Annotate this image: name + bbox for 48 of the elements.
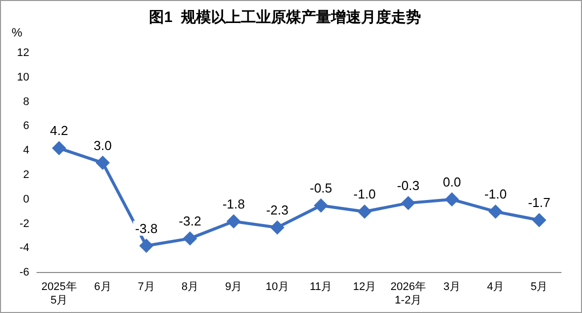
y-tick-label: 2 <box>23 169 30 182</box>
data-label: -1.7 <box>528 195 550 210</box>
x-tick-label: 10月 <box>266 281 289 294</box>
x-tick-label: 2026年 1-2月 <box>390 281 426 306</box>
x-tick-label: 7月 <box>138 281 155 294</box>
x-tick-label: 11月 <box>310 281 332 294</box>
chart-title: 图1 规模以上工业原煤产量增速月度走势 <box>149 8 421 26</box>
x-tick-label: 2025年 5月 <box>41 281 77 306</box>
point <box>140 239 153 252</box>
data-label: 3.0 <box>94 138 112 153</box>
point <box>227 214 240 228</box>
x-tick-label: 5月 <box>530 281 548 294</box>
y-tick-label: -4 <box>19 242 30 254</box>
y-tick-label: -6 <box>19 266 30 279</box>
point <box>489 205 502 218</box>
point <box>532 214 546 227</box>
x-tick-label: 4月 <box>486 281 504 294</box>
y-tick-label: 0 <box>23 193 30 206</box>
x-tick-label: 6月 <box>94 281 112 294</box>
x-tick-label: 3月 <box>443 281 460 294</box>
x-tick-label: 9月 <box>225 281 242 294</box>
data-label: -2.3 <box>266 202 288 218</box>
point <box>96 156 110 170</box>
data-label: -3.2 <box>178 214 202 229</box>
data-label: -3.8 <box>135 220 158 236</box>
point <box>358 205 372 218</box>
data-label: 0.0 <box>442 174 461 190</box>
data-label: -1.8 <box>222 196 245 212</box>
data-label: -1.0 <box>353 186 376 202</box>
y-tick-label: 8 <box>23 96 30 108</box>
point <box>184 232 196 245</box>
point <box>314 199 328 212</box>
x-tick-label: 12月 <box>352 281 376 294</box>
point <box>445 192 458 206</box>
y-tick-label: 4 <box>23 144 30 157</box>
point <box>402 196 415 210</box>
data-label: -1.0 <box>484 186 507 202</box>
y-tick-label: 12 <box>16 47 30 60</box>
y-tick-label: -2 <box>19 218 30 230</box>
point <box>270 220 284 234</box>
data-label: -0.3 <box>397 178 420 194</box>
y-axis-title: % <box>12 25 23 40</box>
x-tick-label: 8月 <box>181 281 199 294</box>
y-tick-label: 10 <box>16 71 30 84</box>
data-label: -0.5 <box>310 180 332 196</box>
y-tick-label: 6 <box>23 120 30 132</box>
point <box>52 142 66 155</box>
data-label: 4.2 <box>50 123 68 138</box>
